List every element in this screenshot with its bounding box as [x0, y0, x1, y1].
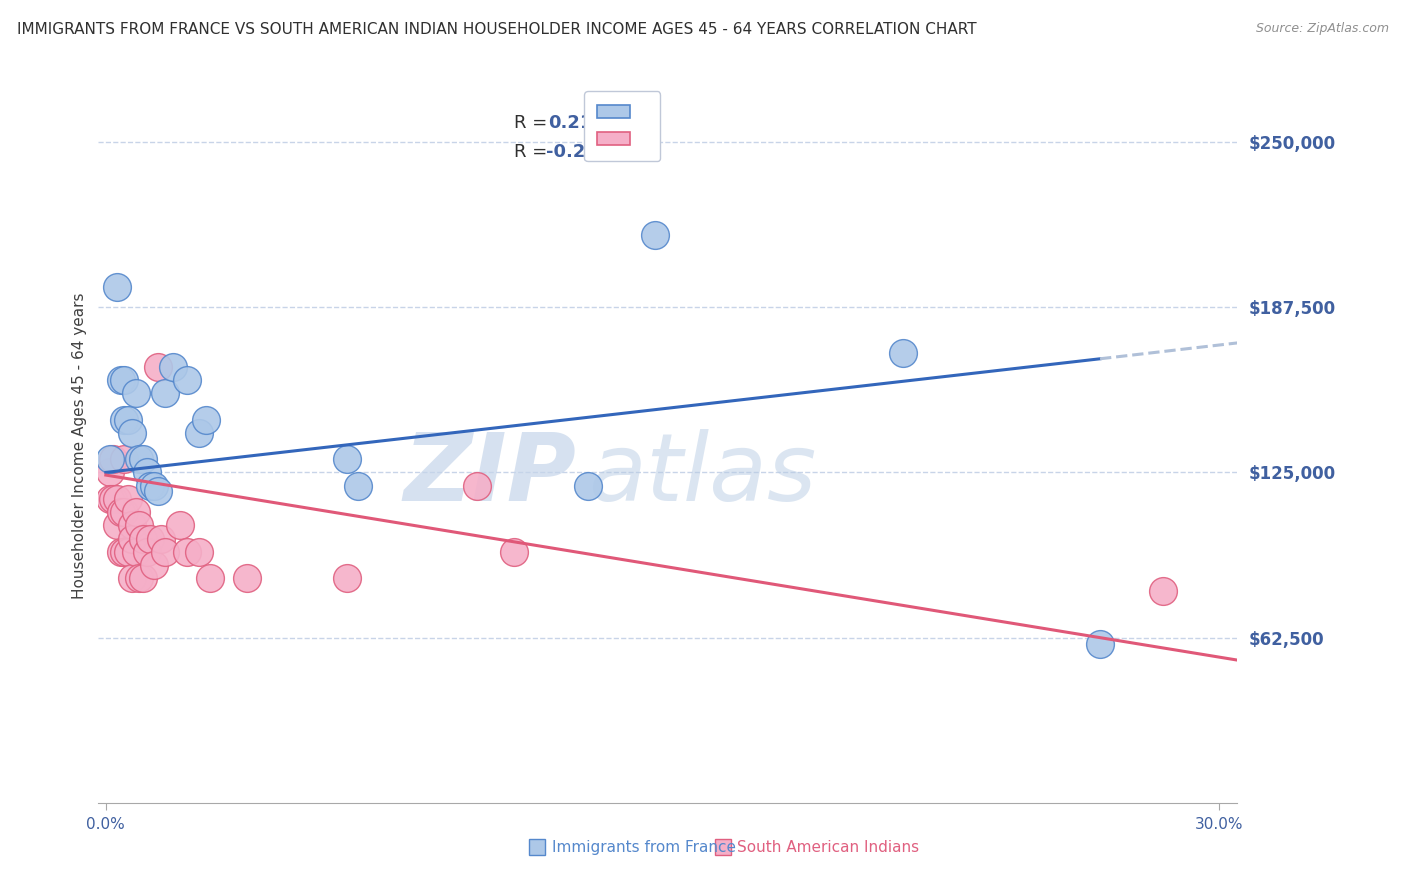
Point: [128, 571, 150, 585]
Point: [1088, 637, 1111, 651]
Point: [112, 373, 135, 387]
Point: [121, 532, 143, 546]
Text: Immigrants from France: Immigrants from France: [551, 839, 735, 855]
Point: [146, 483, 169, 498]
Point: [153, 386, 176, 401]
Point: [146, 359, 169, 374]
Point: [117, 545, 139, 559]
Text: 37: 37: [620, 144, 645, 161]
Text: 25: 25: [620, 114, 645, 132]
Point: [576, 478, 599, 492]
Point: [336, 452, 359, 467]
Point: [121, 518, 143, 533]
Point: [117, 412, 139, 426]
Point: [893, 346, 915, 360]
Point: [135, 466, 157, 480]
Point: [143, 558, 166, 572]
Point: [132, 571, 155, 585]
Point: [110, 505, 132, 519]
Point: [169, 518, 191, 533]
Point: [465, 478, 488, 492]
Point: [117, 491, 139, 506]
Point: [139, 478, 162, 492]
Point: [110, 373, 132, 387]
Point: [176, 545, 198, 559]
Point: [105, 518, 128, 533]
Text: -0.299: -0.299: [546, 144, 610, 161]
Point: [150, 532, 173, 546]
Text: N =: N =: [593, 144, 634, 161]
Point: [132, 452, 155, 467]
Point: [112, 412, 135, 426]
Point: [503, 545, 526, 559]
Point: [132, 532, 155, 546]
Point: [103, 452, 125, 467]
Point: [128, 452, 150, 467]
Point: [112, 545, 135, 559]
Point: [112, 452, 135, 467]
Point: [195, 412, 218, 426]
Text: 0.210: 0.210: [548, 114, 605, 132]
Text: ZIP: ZIP: [404, 428, 576, 521]
Text: IMMIGRANTS FROM FRANCE VS SOUTH AMERICAN INDIAN HOUSEHOLDER INCOME AGES 45 - 64 : IMMIGRANTS FROM FRANCE VS SOUTH AMERICAN…: [17, 22, 977, 37]
Point: [1152, 584, 1174, 599]
Point: [347, 478, 370, 492]
Point: [176, 373, 198, 387]
Point: [124, 505, 146, 519]
Point: [336, 571, 359, 585]
Legend: , : ,: [585, 91, 661, 161]
Point: [124, 386, 146, 401]
Y-axis label: Householder Income Ages 45 - 64 years: Householder Income Ages 45 - 64 years: [72, 293, 87, 599]
Point: [105, 491, 128, 506]
Point: [98, 452, 121, 467]
Text: South American Indians: South American Indians: [737, 839, 920, 855]
Text: N =: N =: [593, 114, 634, 132]
Point: [121, 425, 143, 440]
Point: [135, 545, 157, 559]
Point: [98, 466, 121, 480]
Point: [124, 545, 146, 559]
Point: [121, 571, 143, 585]
Point: [98, 491, 121, 506]
Point: [187, 425, 209, 440]
Point: [644, 227, 666, 242]
Point: [236, 571, 259, 585]
Point: [110, 545, 132, 559]
Text: atlas: atlas: [588, 429, 817, 520]
Text: Source: ZipAtlas.com: Source: ZipAtlas.com: [1256, 22, 1389, 36]
Point: [143, 478, 166, 492]
Point: [153, 545, 176, 559]
Text: R =: R =: [515, 114, 553, 132]
Point: [187, 545, 209, 559]
Point: [103, 491, 125, 506]
Point: [198, 571, 221, 585]
Point: [112, 505, 135, 519]
Text: R =: R =: [515, 144, 553, 161]
Point: [139, 532, 162, 546]
Point: [105, 280, 128, 294]
Point: [128, 518, 150, 533]
Point: [162, 359, 184, 374]
